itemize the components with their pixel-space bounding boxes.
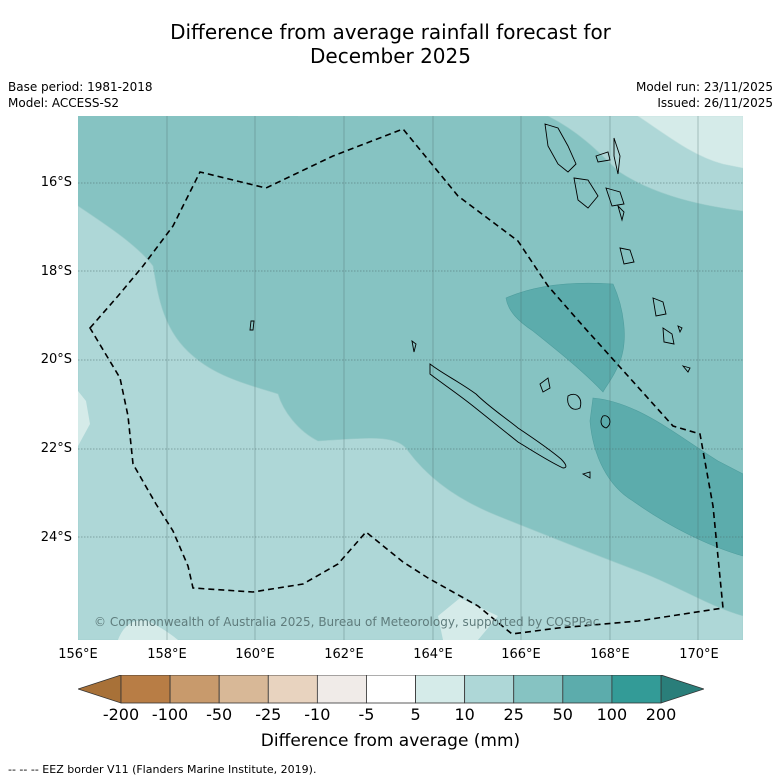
- colorbar-left-extend: [78, 675, 122, 704]
- colorbar-segment: [415, 675, 466, 704]
- loyalty-island-3: [600, 415, 611, 429]
- lon-label-164e: 164°E: [413, 647, 453, 662]
- lon-label-168e: 168°E: [590, 647, 630, 662]
- colorbar-tick-label: 50: [552, 705, 573, 724]
- base-period: Base period: 1981-2018: [8, 80, 153, 94]
- region-50-100-center: [505, 282, 625, 393]
- colorbar-tick-label: -50: [206, 705, 233, 724]
- colorbar-segment: [464, 675, 515, 704]
- colorbar-title: Difference from average (mm): [260, 731, 521, 751]
- region-5-10-northeast: [637, 116, 743, 169]
- isle-of-pines: [581, 471, 591, 479]
- chesterfield-islet: [249, 320, 255, 331]
- lon-label-166e: 166°E: [501, 647, 541, 662]
- lat-label-24s: 24°S: [40, 530, 72, 545]
- lat-label-18s: 18°S: [40, 264, 72, 279]
- region-50-100-southeast: [589, 397, 743, 557]
- lon-label-162e: 162°E: [324, 647, 364, 662]
- region-5-10-west-edge: [78, 391, 90, 446]
- colorbar-segment: [169, 675, 220, 704]
- colorbar-tick-label: 100: [596, 705, 628, 724]
- colorbar-tick-label: 10: [454, 705, 475, 724]
- colorbar-segment: [218, 675, 269, 704]
- eez-footnote: -- -- -- EEZ border V11 (Flanders Marine…: [8, 763, 317, 776]
- lon-label-158e: 158°E: [147, 647, 187, 662]
- lat-label-20s: 20°S: [40, 352, 72, 367]
- new-caledonia-island: [429, 363, 567, 469]
- model-run-date: Model run: 23/11/2025: [635, 80, 773, 94]
- issued-date: Issued: 26/11/2025: [657, 96, 773, 110]
- meta-right: Model run: 23/11/2025 Issued: 26/11/2025: [636, 79, 773, 111]
- lon-label-160e: 160°E: [235, 647, 275, 662]
- region-5-10-south: [438, 598, 498, 640]
- title-line-2: December 2025: [310, 44, 471, 68]
- colorbar-segment: [267, 675, 318, 704]
- region-10-25-west: [78, 205, 743, 640]
- colorbar: [78, 675, 704, 704]
- colorbar-tick-label: -200: [102, 705, 140, 724]
- lon-gridlines: [166, 116, 699, 640]
- loyalty-island-1: [539, 377, 551, 393]
- colorbar-tick-label: 200: [645, 705, 677, 724]
- colorbar-segment: [513, 675, 564, 704]
- colorbar-segment: [562, 675, 613, 704]
- map-copyright: © Commonwealth of Australia 2025, Bureau…: [94, 615, 599, 629]
- lat-label-16s: 16°S: [40, 175, 72, 190]
- colorbar-tick-label: -100: [151, 705, 189, 724]
- lat-label-22s: 22°S: [40, 441, 72, 456]
- meta-left: Base period: 1981-2018 Model: ACCESS-S2: [8, 79, 153, 111]
- colorbar-tick-label: -5: [358, 705, 375, 724]
- colorbar-tick-label: -25: [255, 705, 282, 724]
- model-name: Model: ACCESS-S2: [8, 96, 120, 110]
- loyalty-island-2: [567, 393, 582, 410]
- title-line-1: Difference from average rainfall forecas…: [170, 20, 611, 44]
- region-5-10-southwest: [118, 620, 178, 640]
- colorbar-tick-label: 25: [503, 705, 524, 724]
- eez-border: [89, 128, 724, 635]
- colorbar-tick-label: -10: [304, 705, 331, 724]
- colorbar-segment: [611, 675, 662, 704]
- colorbar-segment: [366, 675, 416, 704]
- lon-label-170e: 170°E: [679, 647, 719, 662]
- colorbar-segment: [316, 675, 367, 704]
- belep-islands: [411, 339, 417, 353]
- colorbar-tick-label: 5: [410, 705, 421, 724]
- region-10-25-northeast: [298, 116, 743, 212]
- chart-title: Difference from average rainfall forecas…: [0, 20, 781, 68]
- rainfall-map: © Commonwealth of Australia 2025, Bureau…: [78, 116, 743, 640]
- lon-label-156e: 156°E: [58, 647, 98, 662]
- colorbar-segment: [120, 675, 171, 704]
- vanuatu-islands: [544, 123, 691, 373]
- colorbar-right-extend: [660, 675, 704, 704]
